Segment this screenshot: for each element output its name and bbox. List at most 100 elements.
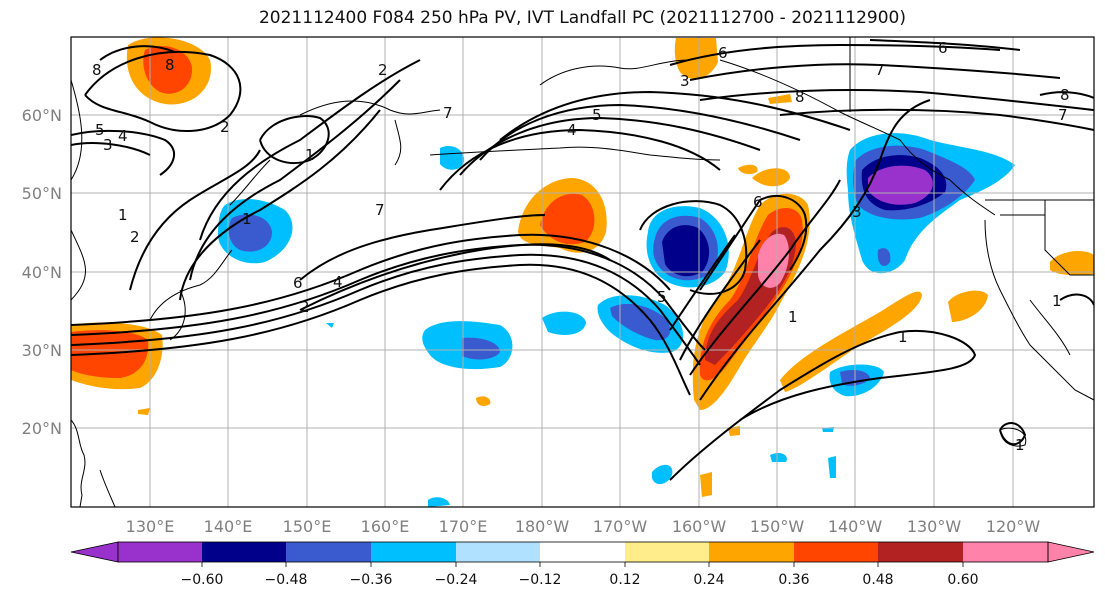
contour-label: 1 [242, 210, 252, 228]
pv-contour [259, 115, 330, 165]
pv-contour [669, 330, 977, 481]
pv-contour [71, 243, 706, 351]
colorbar-label: 0.48 [862, 572, 893, 588]
ivt-negative-anomaly [652, 464, 673, 485]
colorbar-segment [456, 542, 540, 562]
contour-label: 1 [1052, 292, 1062, 310]
ivt-negative-anomaly [610, 303, 671, 341]
pv-contour [669, 43, 1001, 66]
pv-contour [479, 103, 801, 161]
ivt-positive-anomaly [752, 168, 790, 187]
ivt-positive-anomaly [700, 472, 712, 497]
pv-contour [84, 51, 242, 132]
pv-contour [71, 142, 151, 156]
pv-contour [199, 59, 421, 241]
pv-contour [689, 63, 1061, 81]
colorbar-label: 0.12 [609, 572, 640, 588]
pv-contour [189, 79, 401, 281]
ivt-negative-anomaly [428, 497, 450, 507]
pv-contour [639, 200, 748, 295]
coastline [71, 79, 83, 181]
contour-label: 4 [333, 273, 343, 291]
pv-contour [999, 422, 1027, 446]
pv-contour [71, 263, 691, 396]
contour-label: 3 [103, 136, 113, 154]
lon-label: 170°W [593, 517, 648, 536]
colorbar-label: 0.36 [778, 572, 809, 588]
colorbar-segment [202, 542, 286, 562]
colorbar: −0.60 −0.48 −0.36 −0.24 −0.12 0.12 0.24 … [70, 541, 1095, 588]
lon-label: 160°E [361, 517, 410, 536]
pv-contour [779, 108, 1094, 131]
contour-label: 7 [443, 104, 453, 122]
lon-label: 170°E [439, 517, 488, 536]
lon-label: 130°W [907, 517, 962, 536]
lon-label: 150°E [283, 517, 332, 536]
ivt-positive-anomaly [143, 46, 193, 94]
map-frame [70, 36, 1095, 508]
pv-contour [71, 129, 175, 176]
contour-label: 1 [788, 308, 798, 326]
contour-label: 8 [795, 88, 805, 106]
lat-label: 30°N [22, 341, 62, 360]
pv-contour [299, 243, 611, 311]
pv-contour [699, 99, 931, 401]
coastline [71, 229, 86, 301]
colorbar-label: −0.48 [265, 572, 308, 588]
ivt-negative-anomaly [228, 214, 272, 252]
coastline [539, 59, 691, 86]
contour-label: 6 [753, 193, 763, 211]
lon-label: 120°W [986, 517, 1041, 536]
pv-contour [689, 179, 841, 376]
lon-label: 180°W [515, 517, 570, 536]
colorbar-label: −0.60 [181, 572, 224, 588]
pv-contour [299, 214, 546, 281]
contour-label: 2 [378, 61, 388, 79]
colorbar-segment [625, 542, 709, 562]
pv-contour [499, 90, 851, 141]
colorbar-segment [118, 542, 202, 562]
coastline [899, 139, 996, 216]
coastline [719, 59, 901, 141]
contour-label: 2 [300, 298, 310, 316]
lon-label: 160°W [672, 517, 727, 536]
ivt-negative-anomaly [662, 225, 710, 277]
lat-label: 20°N [22, 419, 62, 438]
latitude-labels: 60°N 50°N 40°N 30°N 20°N [22, 106, 62, 438]
map-title: 2021112400 F084 250 hPa PV, IVT Landfall… [258, 8, 906, 28]
coastline [149, 249, 233, 321]
ivt-negative-anomaly [868, 165, 933, 205]
ivt-negative-anomaly [770, 452, 787, 462]
ivt-positive-anomaly [948, 290, 988, 322]
contour-label: 8 [1060, 86, 1070, 104]
contour-label: 5 [95, 121, 105, 139]
pv-contour [699, 89, 1094, 111]
lat-label: 60°N [22, 106, 62, 125]
colorbar-extend-right [1047, 541, 1095, 563]
contour-label: 1 [898, 328, 908, 346]
colorbar-frame [117, 541, 1049, 563]
contour-label: 7 [1058, 106, 1068, 124]
contour-label: 7 [875, 61, 885, 79]
colorbar-extend-left [70, 541, 119, 563]
pv-contour [699, 195, 808, 291]
ivt-positive-anomaly [476, 396, 491, 406]
lon-label: 140°E [204, 517, 253, 536]
contour-label: 5 [657, 288, 667, 306]
colorbar-segment [286, 542, 371, 562]
longitude-labels: 130°E 140°E 150°E 160°E 170°E 180°W 170°… [126, 517, 1041, 536]
colorbar-label: −0.12 [519, 572, 562, 588]
coastline [71, 419, 86, 507]
coastline [169, 289, 186, 341]
pv-contour [99, 45, 176, 61]
ivt-negative-anomaly [877, 248, 891, 266]
contour-label: 5 [592, 106, 602, 124]
pv-contour [129, 149, 261, 291]
pv-contour [179, 109, 381, 301]
contour-label: 3 [852, 203, 862, 221]
colorbar-segment [371, 542, 456, 562]
lon-label: 150°W [750, 517, 805, 536]
pv-contour [71, 253, 701, 366]
ivt-positive-anomaly [758, 233, 789, 288]
